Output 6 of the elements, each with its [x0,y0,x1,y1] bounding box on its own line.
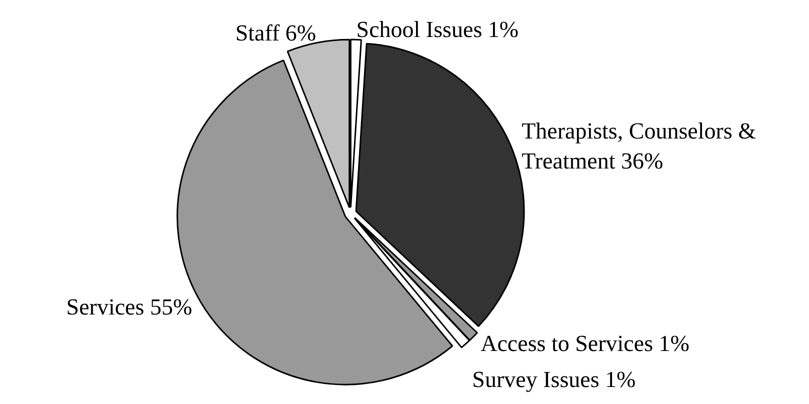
slice-label: School Issues 1% [356,17,519,42]
slice-label: Services 55% [66,294,192,320]
slice-label: Access to Services 1% [480,331,690,356]
slice-label: Survey Issues 1% [472,366,636,392]
slice-label: Staff 6% [235,20,316,46]
slice-label: Therapists, Counselors & Treatment 36% [522,118,756,174]
